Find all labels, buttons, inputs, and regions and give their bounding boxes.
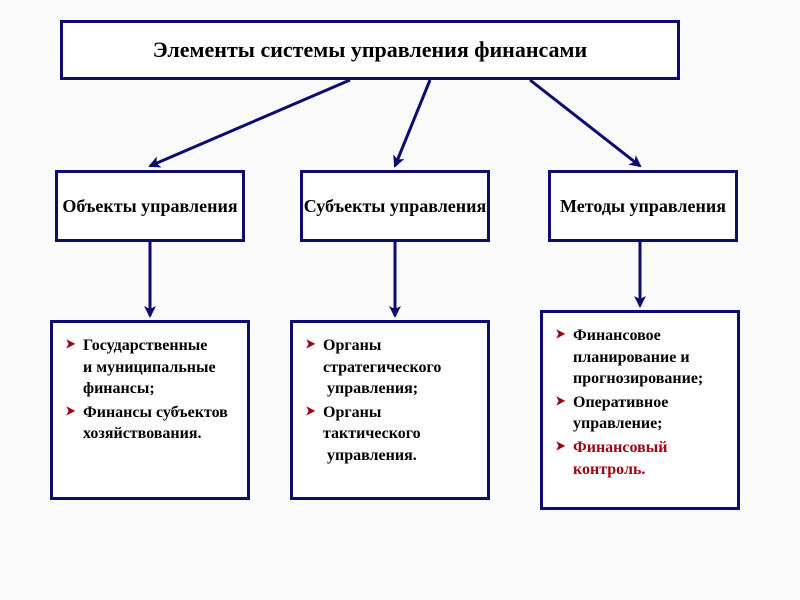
list-item: Финансовое планирование и прогнозировани…	[555, 325, 727, 390]
arrow	[395, 80, 430, 166]
title-box: Элементы системы управления финансами	[60, 20, 680, 80]
methods-heading: Методы управления	[560, 195, 726, 218]
list-item: Финансы субъектов хозяйствования.	[65, 402, 237, 445]
objects-heading: Объекты управления	[62, 195, 237, 218]
list-item: Органы тактического управления.	[305, 402, 477, 467]
list-item: Оперативное управление;	[555, 392, 727, 435]
subjects-detail-box: Органы стратегического управления;Органы…	[290, 320, 490, 500]
title-text: Элементы системы управления финансами	[153, 37, 587, 63]
list-item: Государственные и муниципальные финансы;	[65, 335, 237, 400]
arrow	[530, 80, 640, 166]
subjects-heading: Субъекты управления	[304, 195, 487, 218]
list-item: Финансовый контроль.	[555, 437, 727, 480]
arrow	[150, 80, 350, 166]
objects-detail-box: Государственные и муниципальные финансы;…	[50, 320, 250, 500]
subjects-heading-box: Субъекты управления	[300, 170, 490, 242]
methods-heading-box: Методы управления	[548, 170, 738, 242]
methods-detail-box: Финансовое планирование и прогнозировани…	[540, 310, 740, 510]
arrows-layer	[0, 0, 800, 600]
list-item: Органы стратегического управления;	[305, 335, 477, 400]
objects-heading-box: Объекты управления	[55, 170, 245, 242]
